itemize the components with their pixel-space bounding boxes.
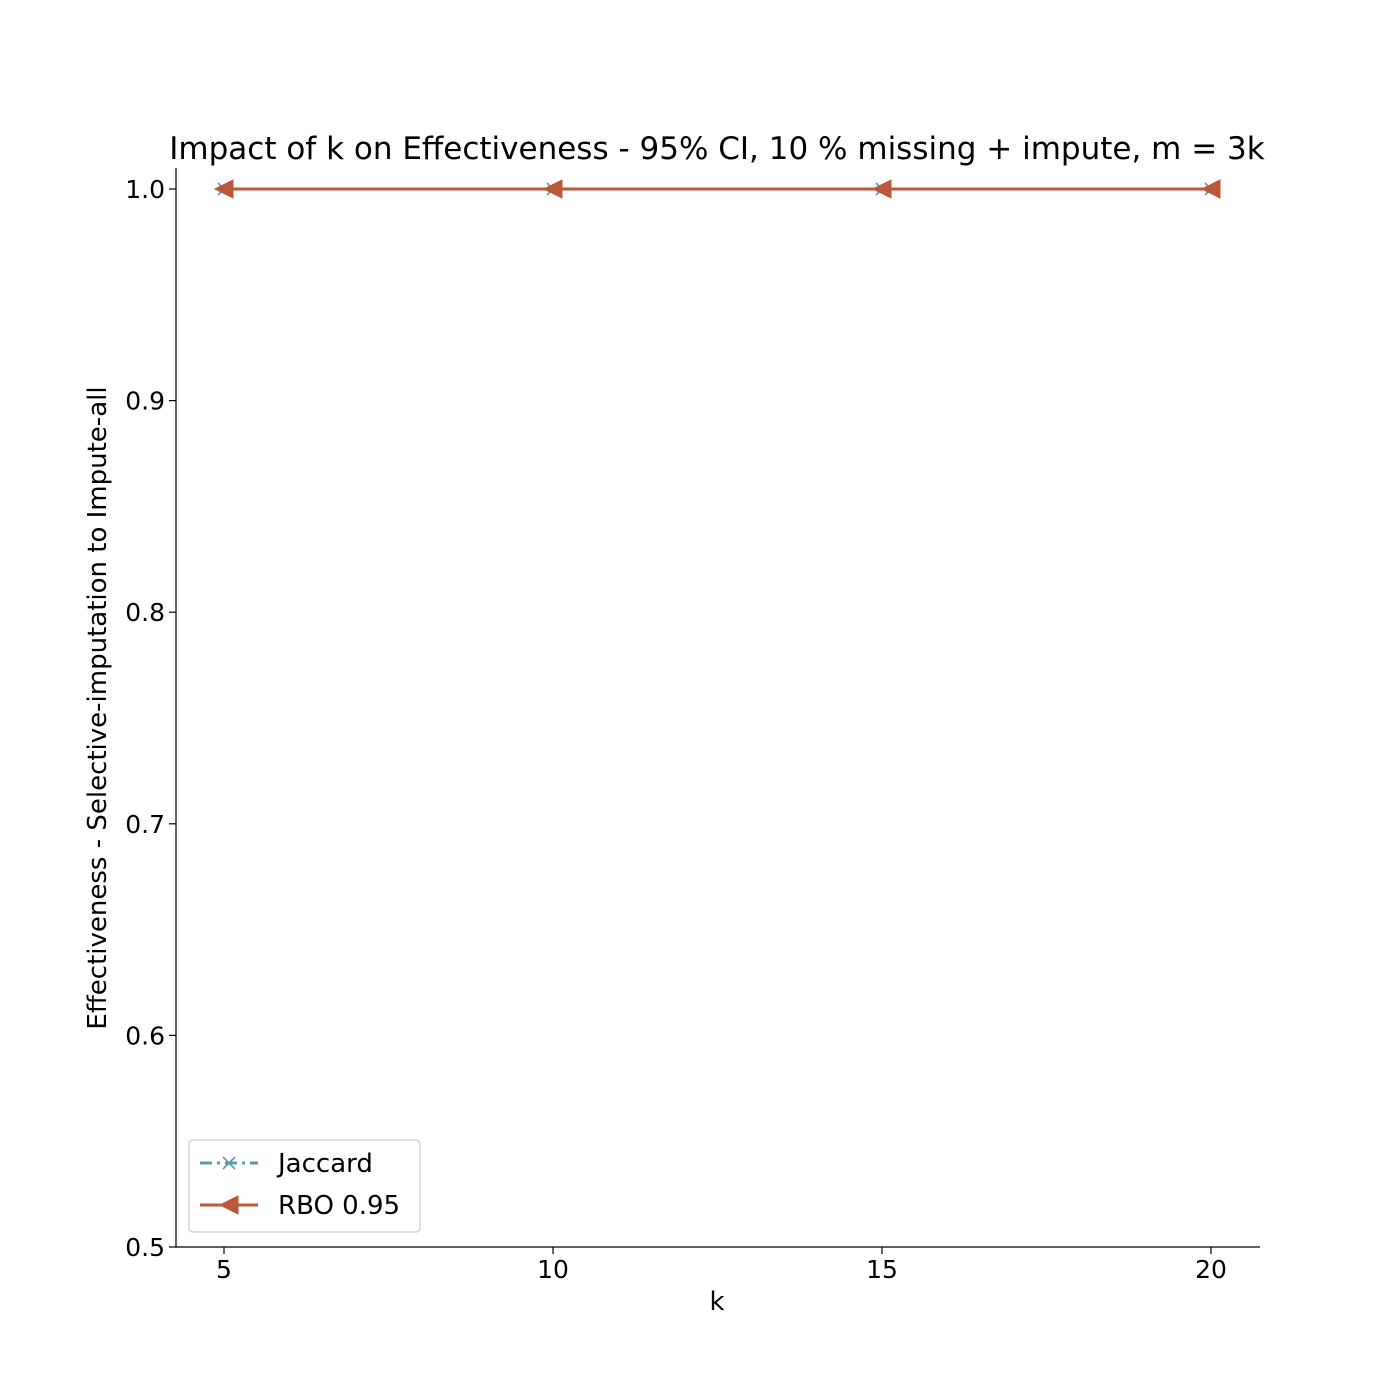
y-tick-label: 1.0: [125, 175, 165, 204]
x-tick-label: 10: [537, 1255, 569, 1284]
x-tick-label: 15: [866, 1255, 898, 1284]
legend-marker: [222, 1156, 236, 1170]
series-layer: [213, 179, 1221, 199]
y-tick-label: 0.5: [125, 1233, 165, 1262]
data-point: [871, 179, 892, 199]
y-ticks: 0.5 0.6 0.7 0.8 0.9 1.0: [125, 175, 176, 1262]
x-tick-label: 5: [216, 1255, 232, 1284]
y-tick-label: 0.7: [125, 810, 165, 839]
y-axis-label: Effectiveness - Selective-imputation to …: [83, 386, 113, 1029]
data-point: [213, 179, 234, 199]
legend-marker: [218, 1195, 239, 1215]
x-ticks: 5 10 15 20: [216, 1247, 1227, 1284]
y-tick-label: 0.6: [125, 1021, 165, 1050]
y-tick-label: 0.9: [125, 387, 165, 416]
legend-items: Jaccard RBO 0.95: [200, 1149, 400, 1221]
y-tick-label: 0.8: [125, 598, 165, 627]
legend-label: RBO 0.95: [278, 1191, 400, 1221]
data-point: [1200, 179, 1221, 199]
legend-box: [188, 1139, 421, 1233]
data-point: [542, 179, 563, 199]
x-axis-label: k: [709, 1287, 724, 1317]
legend: Jaccard RBO 0.95: [188, 1139, 421, 1233]
x-tick-label: 20: [1195, 1255, 1227, 1284]
chart-title: Impact of k on Effectiveness - 95% CI, 1…: [169, 131, 1265, 167]
legend-label: Jaccard: [276, 1149, 373, 1179]
